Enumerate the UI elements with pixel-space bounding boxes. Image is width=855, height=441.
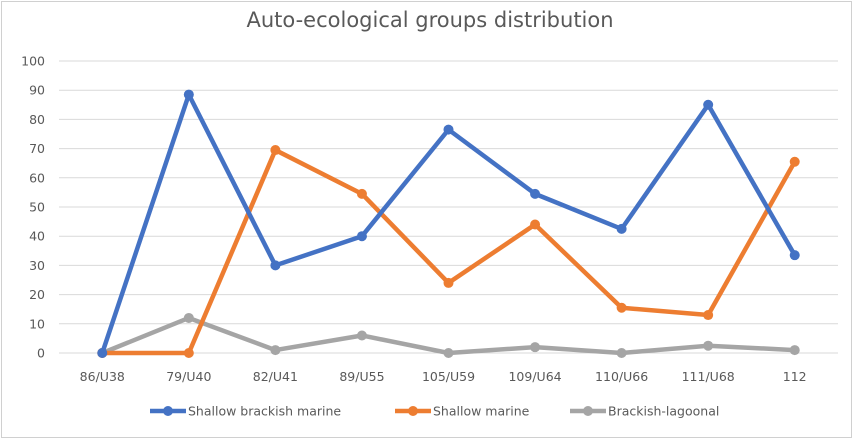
x-tick-label: 82/U41 [253, 369, 298, 384]
data-point [703, 99, 714, 110]
y-tick-label: 80 [29, 112, 45, 127]
data-point [443, 124, 454, 135]
y-tick-label: 10 [29, 316, 45, 331]
data-point [97, 348, 108, 358]
x-tick-label: 111/U68 [682, 369, 735, 384]
legend-item: Shallow marine [395, 404, 530, 419]
legend-item: Brackish-lagoonal [570, 404, 719, 419]
x-tick-label: 109/U64 [508, 369, 561, 384]
legend-label: Shallow brackish marine [188, 404, 341, 419]
data-point [443, 277, 454, 288]
legend: Shallow brackish marine Shallow marine Bra… [150, 404, 719, 419]
data-point [356, 231, 367, 242]
data-point [530, 342, 541, 353]
legend-label: Brackish-lagoonal [608, 404, 719, 419]
y-tick-label: 60 [29, 170, 45, 185]
series-shallow-marine [97, 145, 800, 358]
series-group [97, 89, 800, 358]
x-tick-label: 79/U40 [166, 369, 211, 384]
data-point [703, 310, 714, 321]
data-point [443, 348, 454, 358]
data-point [183, 348, 194, 358]
y-axis-ticks: 0 10 20 30 40 50 60 70 80 90 100 [21, 54, 45, 361]
y-tick-label: 40 [29, 229, 45, 244]
legend-item: Shallow brackish marine [150, 404, 341, 419]
series-line [100, 315, 797, 356]
data-point [789, 156, 800, 167]
data-point [356, 188, 367, 199]
y-tick-label: 0 [37, 346, 45, 361]
data-point [183, 89, 194, 100]
data-point [616, 302, 627, 313]
data-point [789, 250, 800, 261]
data-point [530, 188, 541, 199]
x-axis-ticks: 86/U38 79/U40 82/U41 89/U55 105/U59 109/U64 11… [80, 369, 807, 384]
x-tick-label: 105/U59 [422, 369, 475, 384]
chart-title: Auto-ecological groups distribution [246, 8, 613, 32]
data-point [270, 345, 281, 356]
data-point [270, 260, 281, 271]
y-tick-label: 50 [29, 200, 45, 215]
legend-marker [163, 406, 173, 416]
y-tick-label: 70 [29, 141, 45, 156]
data-point [616, 223, 627, 234]
data-point [616, 348, 627, 358]
x-tick-label: 112 [783, 369, 807, 384]
legend-label: Shallow marine [433, 404, 530, 419]
data-point [270, 145, 281, 156]
data-point [789, 345, 800, 356]
data-point [183, 312, 194, 323]
series-shallow-brackish-marine [97, 89, 800, 358]
data-point [530, 219, 541, 230]
x-tick-label: 86/U38 [80, 369, 125, 384]
x-tick-label: 89/U55 [339, 369, 384, 384]
x-tick-label: 110/U66 [595, 369, 648, 384]
y-tick-label: 100 [21, 54, 45, 69]
legend-marker [583, 406, 593, 416]
data-point [703, 340, 714, 351]
y-tick-label: 30 [29, 258, 45, 273]
data-point [356, 330, 367, 341]
gridlines [59, 60, 838, 354]
y-tick-label: 20 [29, 287, 45, 302]
y-tick-label: 90 [29, 83, 45, 98]
legend-marker [408, 406, 418, 416]
